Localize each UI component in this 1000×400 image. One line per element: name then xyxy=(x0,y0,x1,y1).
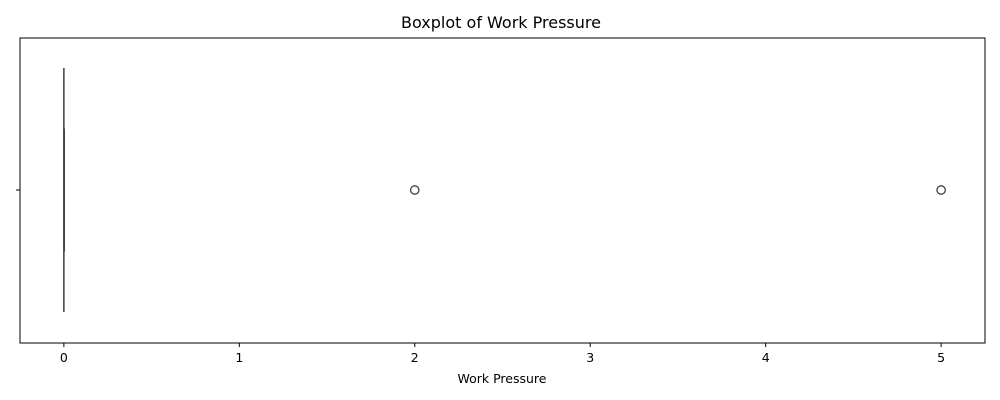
x-tick-label: 5 xyxy=(937,350,945,365)
x-tick-label: 0 xyxy=(60,350,68,365)
outlier-point xyxy=(936,185,946,195)
x-tick-label: 2 xyxy=(411,350,419,365)
x-tick-label: 1 xyxy=(235,350,243,365)
x-axis-label: Work Pressure xyxy=(457,371,546,386)
chart-title: Boxplot of Work Pressure xyxy=(401,13,601,32)
x-tick-label: 4 xyxy=(762,350,770,365)
outlier-group xyxy=(409,185,946,195)
box-group xyxy=(63,68,65,312)
outlier-point xyxy=(409,185,420,195)
x-tick-label: 3 xyxy=(586,350,594,365)
plot-area-frame xyxy=(19,37,986,344)
x-axis-ticks: 0 1 2 3 4 5 xyxy=(60,343,945,365)
